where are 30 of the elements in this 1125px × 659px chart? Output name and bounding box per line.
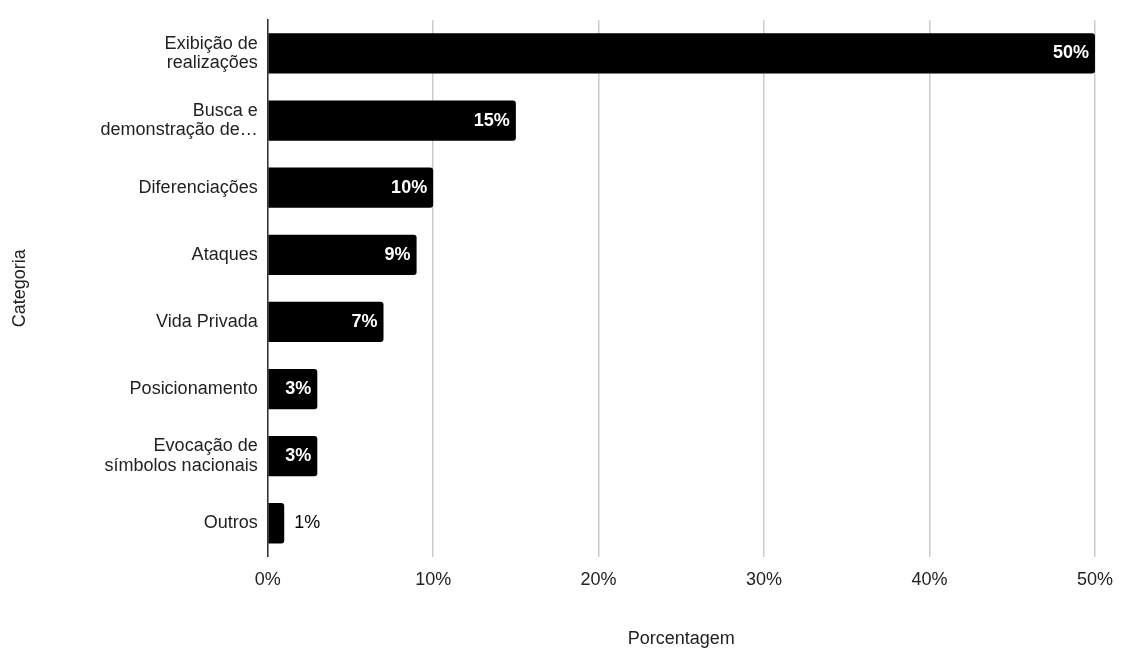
y-tick-label: Posicionamento xyxy=(129,377,258,398)
data-label: 7% xyxy=(351,310,378,331)
data-label: 1% xyxy=(294,512,321,533)
y-tick-label: Outros xyxy=(203,512,258,533)
y-tick-label: Vida Privada xyxy=(155,310,259,331)
x-tick-label: 50% xyxy=(1076,568,1113,589)
data-label: 15% xyxy=(473,109,510,130)
bar xyxy=(268,503,285,544)
y-tick-label: Diferenciações xyxy=(138,176,258,197)
y-tick-label: Ataques xyxy=(191,243,258,264)
bar xyxy=(268,100,516,141)
y-axis-title: Categoria xyxy=(8,248,29,328)
bar xyxy=(268,301,384,343)
y-tick-label: Busca e demonstração de… xyxy=(100,99,258,140)
y-tick-label: Exibição de realizações xyxy=(164,32,258,73)
bar xyxy=(268,234,417,275)
data-label: 50% xyxy=(1052,42,1089,63)
x-tick-label: 40% xyxy=(911,568,948,589)
data-label: 10% xyxy=(391,176,428,197)
data-label: 9% xyxy=(384,243,411,264)
y-tick-label: Evocação de símbolos nacionais xyxy=(104,435,258,475)
x-tick-label: 20% xyxy=(580,568,617,589)
bar xyxy=(268,167,434,208)
x-tick-label: 10% xyxy=(415,568,452,589)
data-label: 3% xyxy=(285,377,312,398)
x-tick-label: 30% xyxy=(746,568,783,589)
data-label: 3% xyxy=(285,445,312,466)
x-axis-title: Porcentagem xyxy=(627,628,735,649)
bar xyxy=(268,33,1095,74)
x-tick-label: 0% xyxy=(254,568,281,589)
